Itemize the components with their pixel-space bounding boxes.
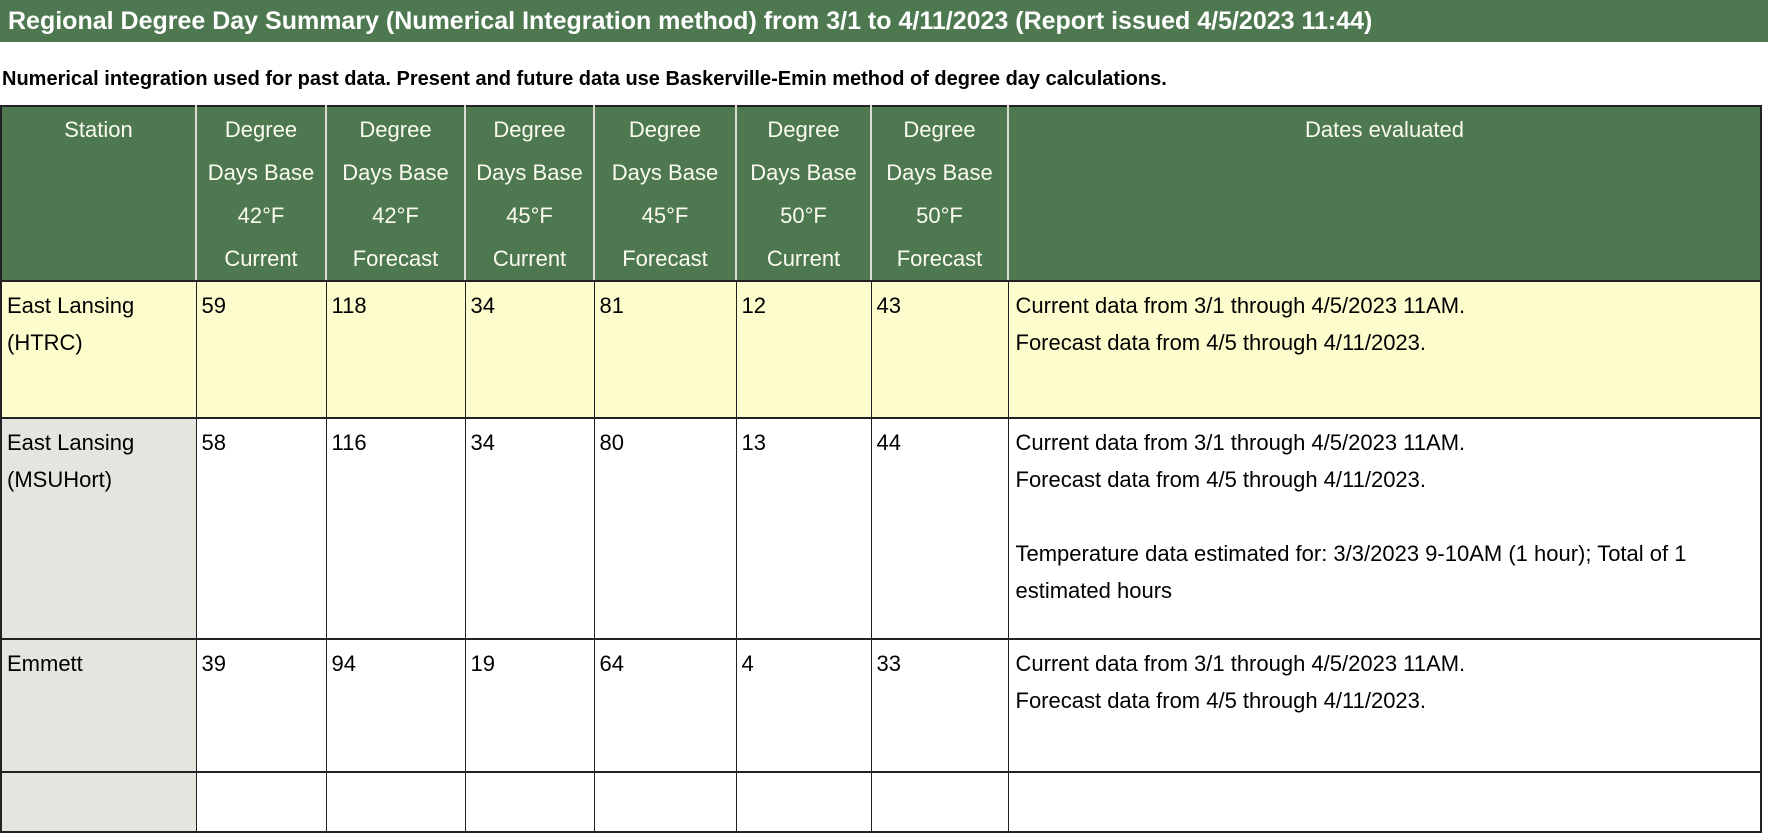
report-title-bar: Regional Degree Day Summary (Numerical I… xyxy=(0,0,1768,42)
dd50-forecast-value: 44 xyxy=(870,417,1009,640)
dd45-forecast-value: 80 xyxy=(593,417,737,640)
table-row-east-lansing-htrc: East Lansing (HTRC) 59 118 34 81 12 43 C… xyxy=(0,280,1762,419)
dd42-current-value xyxy=(195,771,327,833)
dd45-current-value: 34 xyxy=(464,417,595,640)
method-note: Numerical integration used for past data… xyxy=(2,68,1167,90)
dd42-forecast-value: 116 xyxy=(325,417,466,640)
dd45-current-value: 19 xyxy=(464,638,595,773)
dd45-current-value xyxy=(464,771,595,833)
dd50-current-value: 12 xyxy=(735,280,872,419)
table-row-partial xyxy=(0,771,1762,833)
dd42-current-value: 58 xyxy=(195,417,327,640)
dd42-forecast-value: 118 xyxy=(325,280,466,419)
dd50-current-value: 4 xyxy=(735,638,872,773)
dd50-forecast-value xyxy=(870,771,1009,833)
column-header-dates-evaluated: Dates evaluated xyxy=(1007,105,1762,282)
column-header-station: Station xyxy=(0,105,197,282)
dd50-forecast-value: 33 xyxy=(870,638,1009,773)
dd42-current-value: 39 xyxy=(195,638,327,773)
table-row-emmett: Emmett 39 94 19 64 4 33 Current data fro… xyxy=(0,638,1762,773)
column-header-dd45-forecast: Degree Days Base 45°F Forecast xyxy=(593,105,737,282)
dd45-forecast-value: 81 xyxy=(593,280,737,419)
dd42-current-value: 59 xyxy=(195,280,327,419)
column-header-dd42-forecast: Degree Days Base 42°F Forecast xyxy=(325,105,466,282)
dd45-current-value: 34 xyxy=(464,280,595,419)
dd50-current-value: 13 xyxy=(735,417,872,640)
station-name xyxy=(0,771,197,833)
station-name: East Lansing (HTRC) xyxy=(0,280,197,419)
degree-day-summary-table: Station Degree Days Base 42°F Current De… xyxy=(0,105,1762,833)
column-header-dd45-current: Degree Days Base 45°F Current xyxy=(464,105,595,282)
column-header-dd50-forecast: Degree Days Base 50°F Forecast xyxy=(870,105,1009,282)
dd45-forecast-value xyxy=(593,771,737,833)
dates-evaluated-text: Current data from 3/1 through 4/5/2023 1… xyxy=(1007,638,1762,773)
dates-evaluated-text xyxy=(1007,771,1762,833)
station-name: East Lansing (MSUHort) xyxy=(0,417,197,640)
page-title: Regional Degree Day Summary (Numerical I… xyxy=(8,6,1373,35)
dd42-forecast-value xyxy=(325,771,466,833)
column-header-dd42-current: Degree Days Base 42°F Current xyxy=(195,105,327,282)
column-header-dd50-current: Degree Days Base 50°F Current xyxy=(735,105,872,282)
dates-evaluated-text: Current data from 3/1 through 4/5/2023 1… xyxy=(1007,417,1762,640)
dd50-current-value xyxy=(735,771,872,833)
table-header-row: Station Degree Days Base 42°F Current De… xyxy=(0,105,1762,282)
dd50-forecast-value: 43 xyxy=(870,280,1009,419)
table-row-east-lansing-msuhort: East Lansing (MSUHort) 58 116 34 80 13 4… xyxy=(0,417,1762,640)
station-name: Emmett xyxy=(0,638,197,773)
dates-evaluated-text: Current data from 3/1 through 4/5/2023 1… xyxy=(1007,280,1762,419)
dd45-forecast-value: 64 xyxy=(593,638,737,773)
dd42-forecast-value: 94 xyxy=(325,638,466,773)
